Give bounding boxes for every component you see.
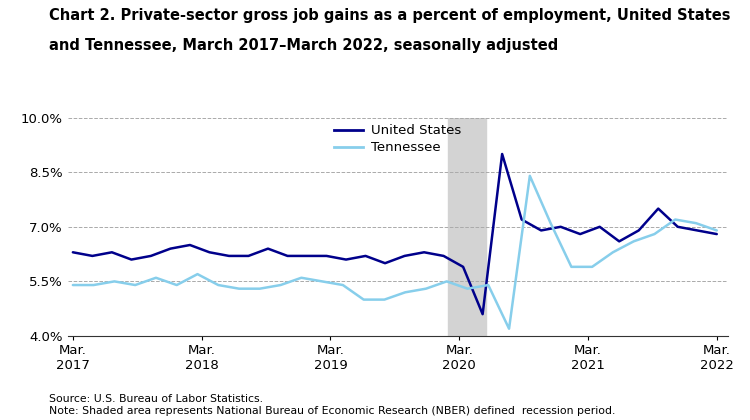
Bar — [448, 118, 486, 336]
Text: Source: U.S. Bureau of Labor Statistics.
Note: Shaded area represents National B: Source: U.S. Bureau of Labor Statistics.… — [49, 394, 615, 416]
Text: Chart 2. Private-sector gross job gains as a percent of employment, United State: Chart 2. Private-sector gross job gains … — [49, 8, 730, 24]
Legend: United States, Tennessee: United States, Tennessee — [334, 124, 461, 154]
Text: and Tennessee, March 2017–March 2022, seasonally adjusted: and Tennessee, March 2017–March 2022, se… — [49, 38, 558, 53]
